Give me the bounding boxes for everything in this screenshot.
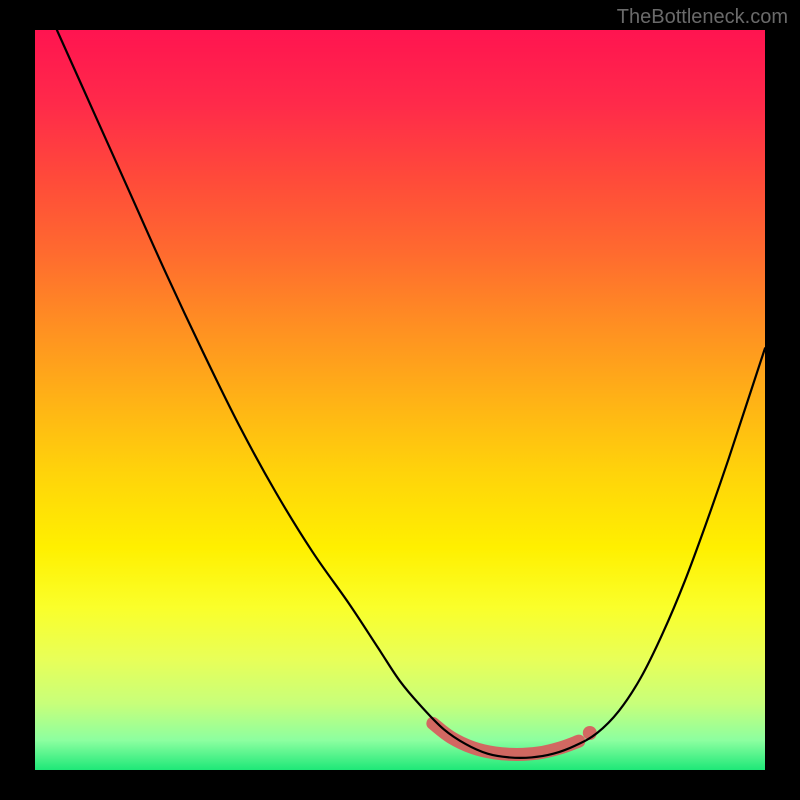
chart-container: TheBottleneck.com (0, 0, 800, 800)
plot-area (35, 30, 765, 770)
curve-layer (35, 30, 765, 770)
bottleneck-curve (57, 30, 765, 758)
watermark-text: TheBottleneck.com (617, 6, 788, 29)
highlight-band (433, 723, 579, 754)
